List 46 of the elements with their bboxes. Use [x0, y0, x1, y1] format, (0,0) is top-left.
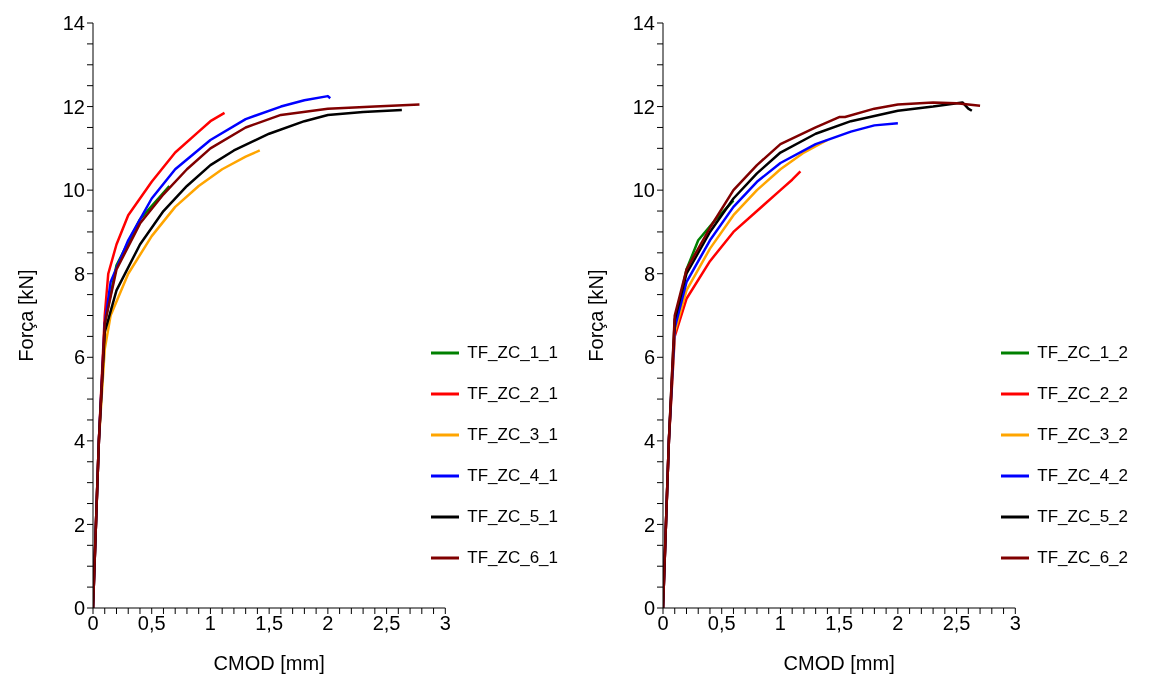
- x-tick-label: 0,5: [707, 612, 736, 635]
- legend-label: TF_ZC_1_2: [1037, 342, 1128, 363]
- legend-label: TF_ZC_2_1: [467, 383, 558, 404]
- legend-label: TF_ZC_6_2: [1037, 547, 1128, 568]
- x-tick-label: 1: [774, 612, 786, 635]
- y-tick-label: 14: [62, 12, 85, 35]
- x-tick-label: 3: [439, 612, 451, 635]
- y-tick-label: 4: [643, 429, 655, 452]
- y-tick-label: 2: [73, 513, 85, 536]
- legend-label: TF_ZC_5_2: [1037, 506, 1128, 527]
- y-tick-label: 8: [73, 262, 85, 285]
- x-tick-label: 1,5: [825, 612, 854, 635]
- y-tick-label: 14: [632, 12, 655, 35]
- legend-label: TF_ZC_4_1: [467, 465, 558, 486]
- legend-label: TF_ZC_1_1: [467, 342, 558, 363]
- x-tick-label: 2: [322, 612, 334, 635]
- y-tick-label: 0: [73, 597, 85, 620]
- legend-label: TF_ZC_5_1: [467, 506, 558, 527]
- x-tick-label: 1,5: [255, 612, 284, 635]
- x-tick-label: 3: [1009, 612, 1021, 635]
- x-tick-label: 2,5: [372, 612, 401, 635]
- legend-label: TF_ZC_4_2: [1037, 465, 1128, 486]
- legend-label: TF_ZC_6_1: [467, 547, 558, 568]
- y-tick-label: 2: [643, 513, 655, 536]
- x-tick-label: 1: [204, 612, 216, 635]
- x-tick-label: 2,5: [942, 612, 971, 635]
- legend-label: TF_ZC_2_2: [1037, 383, 1128, 404]
- y-axis-title: Força [kN]: [585, 269, 608, 362]
- y-tick-label: 12: [62, 95, 85, 118]
- x-tick-label: 0: [657, 612, 669, 635]
- y-tick-label: 4: [73, 429, 85, 452]
- legend-label: TF_ZC_3_2: [1037, 424, 1128, 445]
- y-axis-title: Força [kN]: [15, 269, 38, 362]
- x-tick-label: 2: [892, 612, 904, 635]
- y-tick-label: 6: [643, 346, 655, 369]
- y-tick-label: 6: [73, 346, 85, 369]
- y-tick-label: 8: [643, 262, 655, 285]
- y-tick-label: 10: [62, 179, 85, 202]
- x-axis-title: CMOD [mm]: [213, 652, 325, 674]
- y-tick-label: 10: [632, 179, 655, 202]
- x-tick-label: 0: [87, 612, 99, 635]
- x-axis-title: CMOD [mm]: [783, 652, 895, 674]
- y-tick-label: 0: [643, 597, 655, 620]
- legend-label: TF_ZC_3_1: [467, 424, 558, 445]
- y-tick-label: 12: [632, 95, 655, 118]
- x-tick-label: 0,5: [137, 612, 166, 635]
